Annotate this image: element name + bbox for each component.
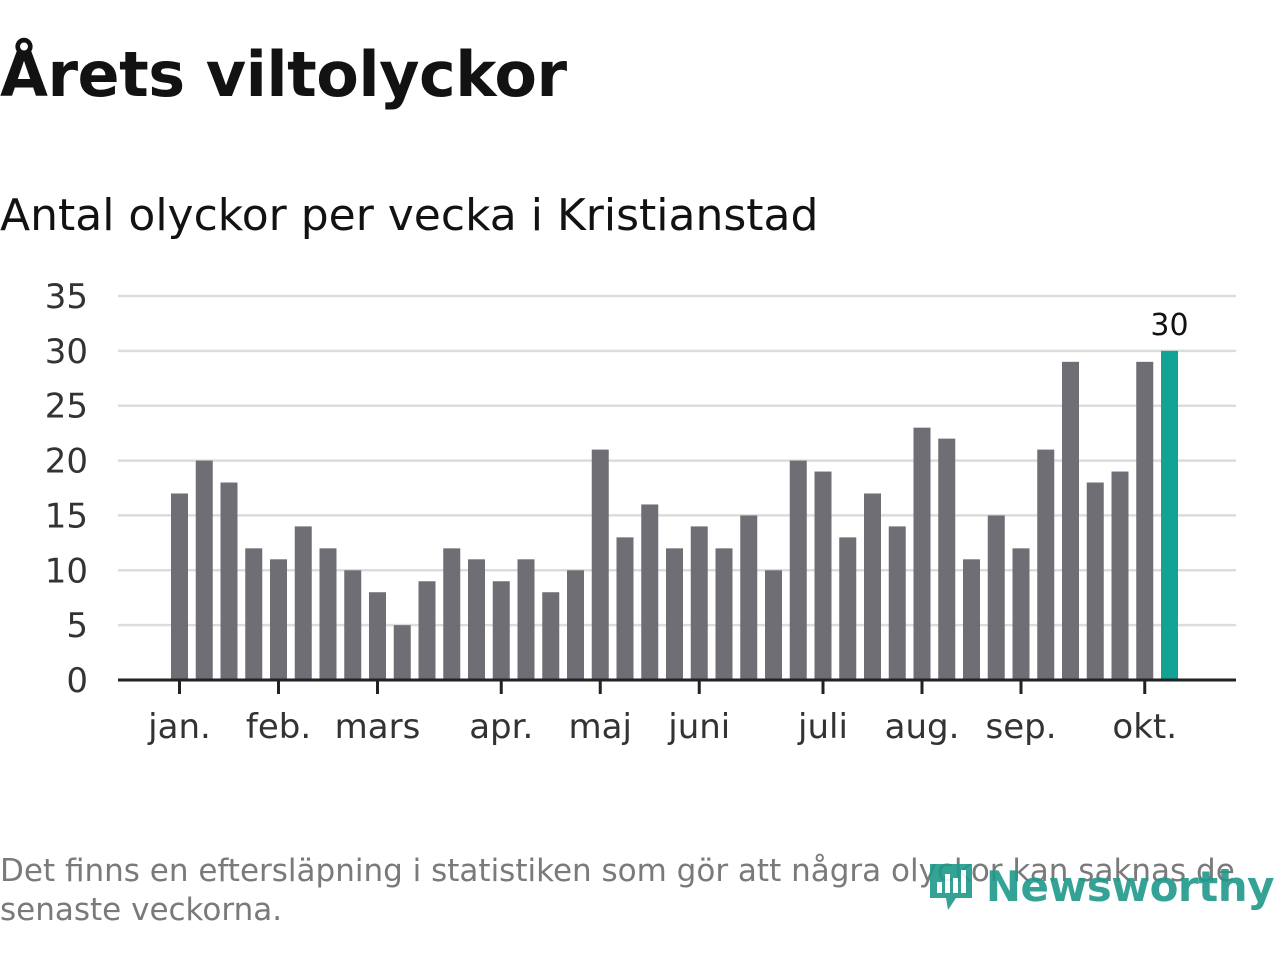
- bar: [195, 460, 213, 680]
- bar: [839, 537, 857, 680]
- bar: [517, 559, 535, 680]
- y-tick-label: 5: [66, 606, 88, 646]
- bar: [913, 427, 931, 680]
- bar: [938, 438, 956, 680]
- bar: [641, 504, 659, 680]
- bar: [888, 526, 906, 680]
- y-tick-label: 25: [45, 387, 88, 427]
- bar: [468, 559, 485, 680]
- bar: [542, 592, 560, 680]
- y-tick-label: 35: [45, 277, 88, 317]
- x-tick-label: mars: [335, 707, 421, 747]
- y-tick-label: 30: [45, 332, 88, 372]
- x-tick-label: apr.: [469, 707, 533, 747]
- x-tick-label: maj: [569, 707, 632, 747]
- bar: [418, 581, 436, 680]
- brand-logo: Newsworthy: [926, 860, 1275, 912]
- bar: [344, 570, 362, 680]
- highlight-value-label: 30: [1150, 308, 1188, 343]
- y-tick-label: 0: [66, 661, 88, 701]
- y-tick-label: 15: [45, 496, 88, 536]
- bar: [171, 493, 188, 680]
- y-axis-labels: 0 5 10 15 20 25 30 35: [45, 277, 88, 701]
- x-tick-label: sep.: [985, 707, 1056, 747]
- bar: [567, 570, 584, 680]
- bar: [864, 493, 881, 680]
- y-tick-label: 20: [45, 442, 88, 482]
- x-axis: jan. feb. mars apr. maj juni juli aug. sep. okt.: [118, 678, 1236, 747]
- bar: [591, 449, 609, 680]
- x-tick-label: juni: [667, 707, 730, 747]
- bar: [963, 559, 980, 680]
- bar: [245, 548, 263, 680]
- y-tick-label: 10: [45, 551, 88, 591]
- bar: [690, 526, 708, 680]
- bar: [740, 515, 758, 680]
- x-tick-label: feb.: [246, 707, 311, 747]
- bar: [616, 537, 634, 680]
- x-tick-label: okt.: [1112, 707, 1177, 747]
- highlight-bar: [1161, 350, 1178, 680]
- bar: [393, 625, 411, 680]
- bar-chart: 0 5 10 15 20 25 30 35 jan. feb. mars apr. maj juni ju…: [45, 277, 1236, 747]
- bar: [814, 471, 832, 680]
- bar: [294, 526, 312, 680]
- annotations: 30: [1150, 308, 1188, 343]
- bars: [171, 350, 1178, 680]
- bar: [492, 581, 510, 680]
- bar: [765, 570, 782, 680]
- bar: [1136, 361, 1154, 680]
- bar: [270, 559, 287, 680]
- x-tick-label: juli: [797, 707, 848, 747]
- bar: [220, 482, 238, 680]
- bar: [319, 548, 337, 680]
- bar: [1111, 471, 1129, 680]
- bar: [1086, 482, 1104, 680]
- bar: [666, 548, 683, 680]
- chart-bubble-icon: [929, 864, 972, 910]
- bar: [1012, 548, 1030, 680]
- x-tick-label: aug.: [885, 707, 960, 747]
- bar: [715, 548, 733, 680]
- bar: [987, 515, 1005, 680]
- footnote: Det finns en eftersläpning i statistiken…: [0, 853, 1235, 928]
- chart-title: Årets viltolyckor: [0, 38, 567, 111]
- bar: [443, 548, 461, 680]
- bar: [789, 460, 807, 680]
- brand-name: Newsworthy: [985, 861, 1275, 911]
- chart-subtitle: Antal olyckor per vecka i Kristianstad: [0, 190, 819, 241]
- bar: [369, 592, 386, 680]
- bar: [1037, 449, 1055, 680]
- x-tick-label: jan.: [147, 707, 211, 747]
- bar: [1062, 361, 1079, 680]
